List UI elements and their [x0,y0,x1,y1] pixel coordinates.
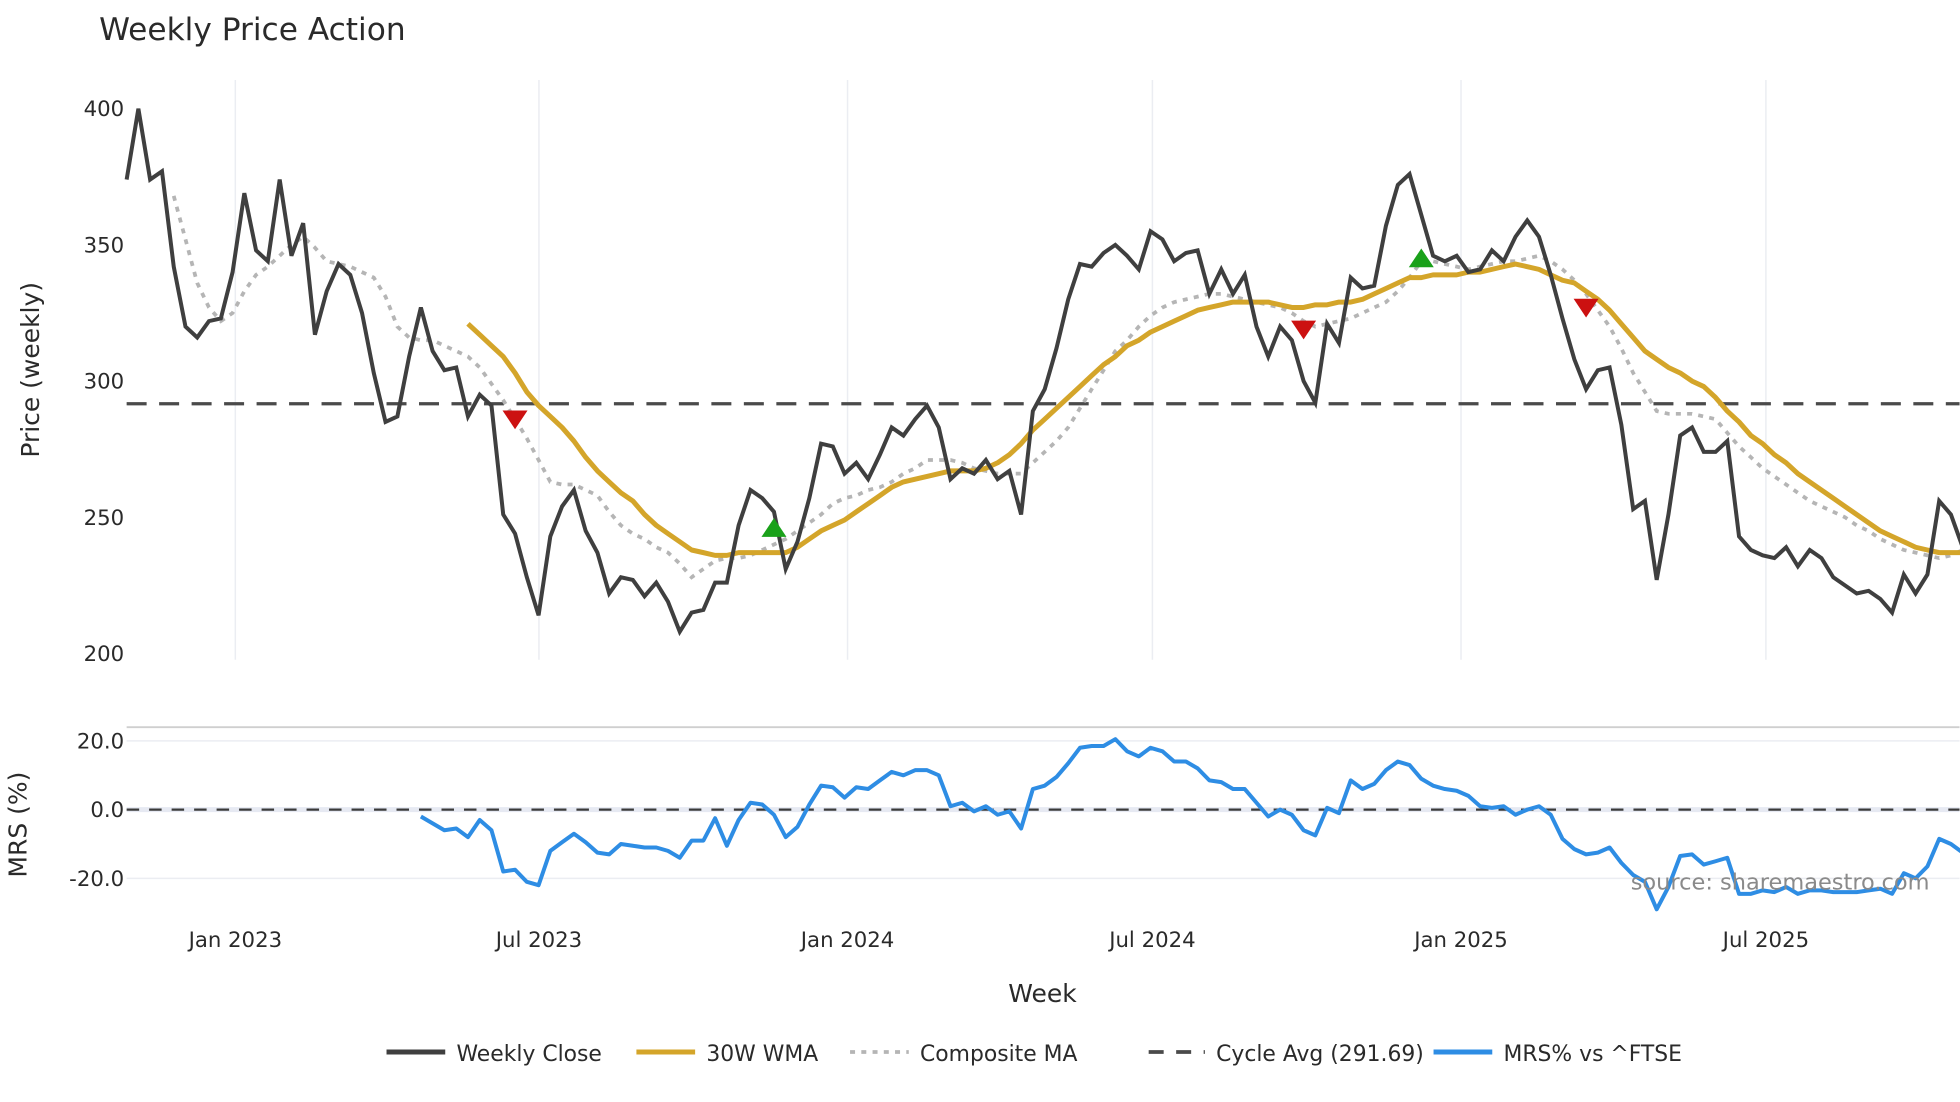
x-tick-label: Jan 2024 [799,928,895,953]
legend: Weekly Close 30W WMA Composite MA Cycle Avg… [386,1042,1682,1067]
signal-markers [502,248,1599,537]
x-tick-label: Jul 2025 [1721,928,1809,953]
wma-30w-line [466,261,1960,558]
x-tick-label: Jul 2024 [1107,928,1195,953]
price-y-ticks: 200 250 300 350 400 [84,97,125,667]
legend-label: Composite MA [920,1042,1077,1067]
price-y-tick: 250 [84,506,125,531]
price-gridlines [234,79,1767,660]
price-y-tick: 350 [84,233,125,258]
legend-item-weekly-close[interactable]: Weekly Close [386,1042,602,1067]
buy-signal-icon [761,518,787,537]
composite-ma-line [171,195,1960,580]
price-y-tick: 200 [84,642,125,667]
sell-signal-icon [502,410,528,430]
price-y-tick: 400 [84,97,125,122]
legend-item-cycle-avg[interactable]: Cycle Avg (291.69) [1148,1042,1424,1067]
price-axis-title: Price (weekly) [16,282,45,458]
sell-signal-icon [1573,298,1599,318]
legend-item-composite[interactable]: Composite MA [850,1042,1077,1067]
x-tick-label: Jan 2023 [187,928,283,953]
buy-signal-icon [1408,248,1434,268]
mrs-axis-title: MRS (%) [4,772,33,878]
x-tick-label: Jan 2025 [1412,928,1508,953]
sell-signal-icon [1291,320,1317,340]
price-y-tick: 300 [84,370,125,395]
mrs-gridlines [126,740,1960,880]
legend-label: Weekly Close [456,1042,601,1067]
x-axis-title: Week [1008,979,1077,1008]
legend-label: Cycle Avg (291.69) [1216,1042,1424,1067]
legend-label: MRS% vs ^FTSE [1504,1042,1682,1067]
x-tick-label: Jul 2023 [494,928,582,953]
mrs-y-tick: -20.0 [69,867,124,892]
source-watermark: source: sharemaestro.com [1631,870,1930,896]
legend-label: 30W WMA [706,1042,818,1067]
series-layer [124,108,1960,912]
x-axis-ticks: Jan 2023 Jul 2023 Jan 2024 Jul 2024 Jan 2025… [187,928,1810,953]
weekly-close-line [124,108,1960,637]
chart-title: Weekly Price Action [99,12,405,48]
legend-item-mrs[interactable]: MRS% vs ^FTSE [1433,1042,1682,1067]
legend-item-wma[interactable]: 30W WMA [636,1042,818,1067]
mrs-y-tick: 0.0 [90,798,124,823]
mrs-line [419,737,1960,912]
mrs-y-tick: 20.0 [77,729,124,754]
mrs-y-ticks: -20.0 0.0 20.0 [69,729,124,891]
